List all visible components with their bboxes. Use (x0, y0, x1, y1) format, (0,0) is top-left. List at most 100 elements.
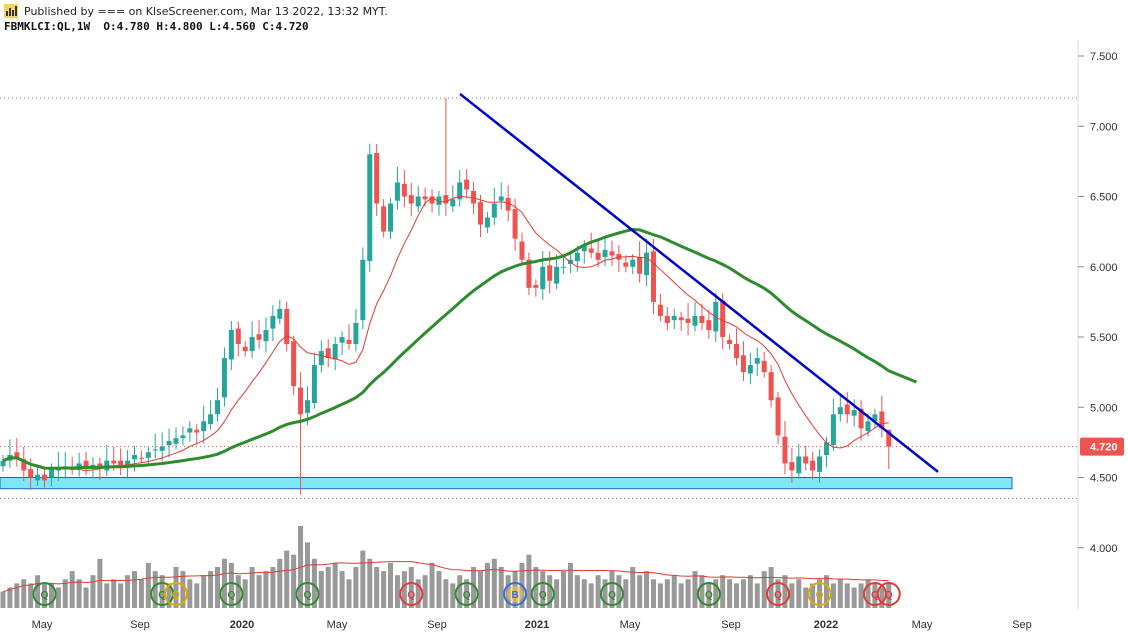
volume-bar (775, 579, 781, 608)
earnings-badge: Q (164, 582, 188, 606)
candle-body (249, 337, 255, 352)
volume-bar (249, 567, 255, 608)
candle-body (574, 252, 580, 262)
volume-bar (810, 583, 816, 608)
volume-bar (381, 571, 387, 608)
volume-bar (159, 575, 165, 608)
volume-bar (125, 575, 131, 608)
volume-bar (616, 575, 622, 608)
volume-bar (477, 571, 483, 608)
candle-body (754, 358, 760, 364)
volume-bar (782, 575, 788, 608)
volume-bar (754, 583, 760, 608)
candle-body (581, 245, 587, 252)
candle-body (235, 328, 241, 345)
candle-body (374, 152, 380, 204)
volume-bar (623, 579, 629, 608)
time-tick-label: Sep (130, 619, 150, 631)
badge-label: Q (304, 590, 312, 601)
price-tick-label: 5.000 (1090, 402, 1118, 414)
time-tick-label: May (327, 619, 348, 631)
badge-ring (876, 582, 901, 606)
volume-bar (145, 562, 151, 608)
candle-body (228, 329, 234, 360)
candle-body (471, 190, 477, 204)
volume-bar (408, 567, 414, 608)
candle-body (159, 446, 165, 451)
candle-body (775, 397, 781, 436)
volume-bar (346, 579, 352, 608)
volume-bar (471, 567, 477, 608)
volume-bar (152, 571, 158, 608)
candle-body (747, 365, 753, 374)
candle-body (830, 414, 836, 446)
badge-ring (164, 582, 188, 606)
trendline[interactable] (459, 92, 939, 473)
time-tick-label: May (620, 619, 641, 631)
volume-bar (650, 579, 656, 608)
volume-bar (657, 583, 663, 608)
volume-bar (69, 571, 75, 608)
badge-ring (454, 582, 479, 606)
volume-bar (664, 579, 670, 608)
volume-bar (256, 575, 262, 608)
badge-label: Q (705, 590, 713, 601)
badge-label: Q (774, 590, 782, 601)
volume-bar (311, 558, 317, 608)
earnings-badge: Q (862, 582, 887, 606)
volume-bar (588, 583, 594, 608)
badge-ring (599, 582, 624, 606)
candle-body (14, 452, 20, 458)
price-tick-label: 7.500 (1090, 51, 1118, 63)
candle-body (650, 251, 656, 302)
earnings-badge: Q (766, 582, 791, 606)
candle-body (339, 337, 345, 343)
badge-ring (503, 582, 528, 606)
candle-body (408, 195, 414, 204)
volume-bar (574, 575, 580, 608)
volume-bar (879, 587, 885, 608)
volume-bar (90, 575, 96, 608)
candle-body (429, 196, 435, 204)
earnings-badge: Q (530, 582, 555, 606)
volume-bar (332, 562, 338, 608)
volume-bar (803, 587, 809, 608)
badge-ring (32, 582, 57, 606)
badge-label: Q (816, 590, 824, 601)
volume-bar (823, 575, 829, 608)
volume-bar (609, 571, 615, 608)
candle-body (69, 469, 75, 471)
last-price-box (1080, 437, 1124, 456)
candle-body (394, 182, 400, 201)
candle-body (450, 199, 456, 207)
candle-body (630, 259, 636, 267)
candle-body (422, 196, 428, 200)
candle-body (720, 300, 726, 337)
klse-logo-icon (4, 4, 18, 18)
candle-body (706, 320, 712, 330)
support-zone-rect (0, 477, 1013, 490)
volume-bar (304, 542, 310, 608)
volume-bar (235, 575, 241, 608)
earnings-badge: Q (150, 582, 175, 606)
candle-body (208, 414, 214, 425)
badge-label: Q (227, 590, 235, 601)
time-tick-label: 2022 (814, 619, 838, 631)
volume-bar (194, 583, 200, 608)
candle-body (865, 421, 871, 432)
volume-bar (180, 571, 186, 608)
volume-bar (0, 591, 6, 608)
time-tick-label: May (912, 619, 933, 631)
volume-bar (796, 579, 802, 608)
volume-bar (291, 554, 297, 608)
candle-body (817, 456, 823, 472)
volume-bar (374, 567, 380, 608)
candle-body (547, 265, 553, 281)
candle-body (768, 372, 774, 401)
candle-body (740, 355, 746, 373)
candle-body (111, 460, 117, 464)
candle-body (851, 410, 857, 416)
candle-body (173, 438, 179, 444)
